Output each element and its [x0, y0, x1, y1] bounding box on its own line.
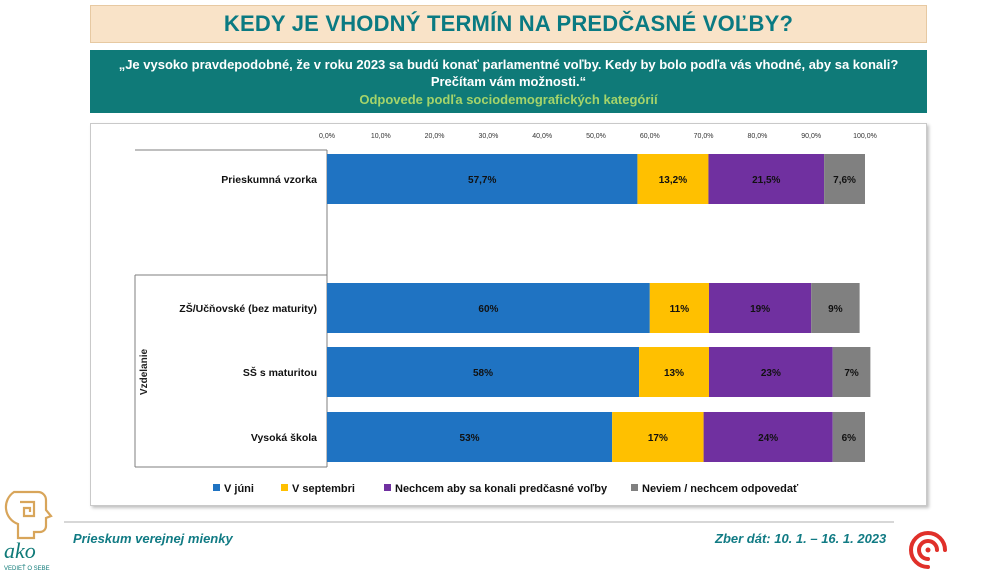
- legend-swatch: [281, 484, 288, 491]
- data-label: 9%: [828, 304, 843, 315]
- data-label: 7,6%: [833, 175, 856, 186]
- data-label: 6%: [842, 433, 857, 444]
- group-label: Vzdelanie: [139, 349, 150, 396]
- data-label: 58%: [473, 368, 493, 379]
- x-tick-label: 100,0%: [853, 133, 877, 140]
- stacked-bar-chart: 0,0% 10,0% 20,0% 30,0% 40,0% 50,0% 60,0% 70,0% 8…: [134, 133, 877, 495]
- legend-label: Nechcem aby sa konali predčasné voľby: [395, 483, 608, 495]
- data-label: 7%: [844, 368, 859, 379]
- x-tick-label: 90,0%: [801, 133, 821, 140]
- title-banner: KEDY JE VHODNÝ TERMÍN NA PREDČASNÉ VOĽBY…: [90, 5, 927, 43]
- data-label: 23%: [761, 368, 781, 379]
- bar-segment: [708, 154, 825, 204]
- bar-segment: [649, 283, 709, 333]
- x-tick-label: 80,0%: [747, 133, 767, 140]
- data-label: 60%: [478, 304, 498, 315]
- ako-logo-tagline: VEDIEŤ O SEBE: [4, 564, 50, 572]
- x-tick-label: 70,0%: [694, 133, 714, 140]
- legend-label: V septembri: [292, 483, 355, 495]
- bar-segment: [327, 347, 640, 397]
- question-subtitle: Odpovede podľa sociodemografických kateg…: [359, 92, 658, 107]
- ako-logo-text: ako: [4, 538, 36, 563]
- bar-segment: [832, 412, 865, 462]
- data-label: 21,5%: [752, 175, 780, 186]
- data-label: 57,7%: [468, 175, 496, 186]
- page-title: KEDY JE VHODNÝ TERMÍN NA PREDČASNÉ VOĽBY…: [223, 11, 794, 36]
- bar-segment: [612, 412, 704, 462]
- bar-segment: [327, 283, 650, 333]
- data-label: 53%: [460, 433, 480, 444]
- chart-panel: 0,0% 10,0% 20,0% 30,0% 40,0% 50,0% 60,0% 70,0% 8…: [90, 123, 927, 506]
- bar-segment: [832, 347, 871, 397]
- x-tick-label: 20,0%: [425, 133, 445, 140]
- legend-swatch: [213, 484, 220, 491]
- bar-segment: [639, 347, 709, 397]
- legend-swatch: [631, 484, 638, 491]
- question-line-2: Prečítam vám možnosti.“: [430, 74, 587, 89]
- category-label: Vysoká škola: [251, 432, 317, 444]
- bar-segment: [327, 412, 613, 462]
- bar-segment: [327, 154, 638, 204]
- ako-logo: ako VEDIEŤ O SEBE: [4, 490, 53, 572]
- data-label: 17%: [648, 433, 668, 444]
- footer-divider: [64, 521, 894, 523]
- bar-segment: [824, 154, 865, 204]
- data-label: 13,2%: [659, 175, 687, 186]
- question-banner: „Je vysoko pravdepodobné, že v roku 2023…: [90, 50, 927, 113]
- category-label: ZŠ/Učňovské (bez maturity): [179, 302, 317, 315]
- question-line-1: „Je vysoko pravdepodobné, že v roku 2023…: [118, 57, 899, 72]
- category-label: Prieskumná vzorka: [221, 174, 317, 186]
- footer-left-text: Prieskum verejnej mienky: [73, 531, 233, 546]
- x-tick-label: 10,0%: [371, 133, 391, 140]
- legend-label: Neviem / nechcem odpovedať: [642, 483, 799, 495]
- data-label: 24%: [758, 433, 778, 444]
- x-tick-label: 60,0%: [640, 133, 660, 140]
- bar-segment: [708, 283, 812, 333]
- category-label: SŠ s maturitou: [243, 366, 317, 379]
- data-label: 13%: [664, 368, 684, 379]
- bar-segment: [637, 154, 709, 204]
- x-tick-label: 50,0%: [586, 133, 606, 140]
- bar-segment: [708, 347, 833, 397]
- x-tick-label: 30,0%: [478, 133, 498, 140]
- x-tick-label: 0,0%: [319, 133, 335, 140]
- bar-segment: [811, 283, 860, 333]
- legend-swatch: [384, 484, 391, 491]
- spiral-logo: [909, 531, 947, 569]
- x-tick-label: 40,0%: [532, 133, 552, 140]
- data-label: 19%: [750, 304, 770, 315]
- legend-label: V júni: [224, 483, 254, 495]
- bar-segment: [703, 412, 833, 462]
- footer-right-text: Zber dát: 10. 1. – 16. 1. 2023: [715, 531, 887, 546]
- data-label: 11%: [670, 304, 690, 315]
